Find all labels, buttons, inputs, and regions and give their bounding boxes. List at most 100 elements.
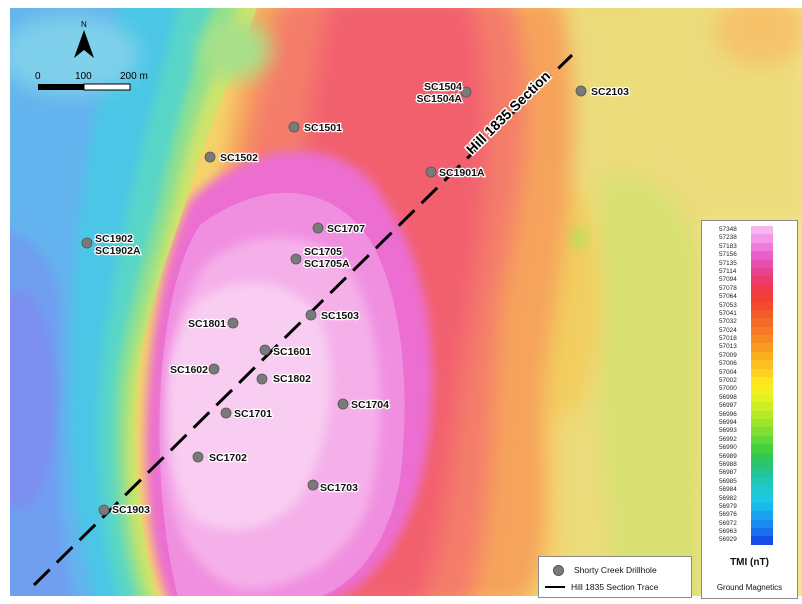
color-scale-value: 57024 [719,326,737,334]
color-scale-swatch [751,452,773,461]
drillhole-label: SC1703 [320,482,358,494]
color-scale-value: 57135 [719,259,737,267]
color-scale-row: 57013 [719,343,773,352]
color-scale-swatch [751,318,773,327]
color-scale-swatch [751,259,773,268]
color-scale-value: 57156 [719,251,737,259]
color-scale-swatch [751,393,773,403]
drillhole-label: SC1902 SC1902A [95,233,141,257]
color-scale-swatch [751,502,773,512]
color-scale-value: 57053 [719,301,737,309]
color-scale-row: 57078 [719,284,773,294]
color-scale-row: 56990 [719,444,773,453]
color-scale-row: 57041 [719,309,773,319]
drillhole-sc1704: SC1704 [337,398,390,412]
scale-bar: 0 100 200 m [35,71,148,91]
color-scale-swatch [751,242,773,252]
legend-section-label: Hill 1835 Section Trace [571,582,659,592]
color-scale-row: 56992 [719,435,773,445]
color-scale-value: 56985 [719,477,737,485]
color-scale-row: 56972 [719,519,773,529]
color-scale-swatch [751,435,773,445]
color-scale-row: 56997 [719,402,773,411]
color-scale-row: 57156 [719,251,773,260]
drillhole-sc1707: SC1707 [312,222,366,236]
color-scale-value: 56989 [719,452,737,460]
color-scale-value: 57078 [719,284,737,292]
drillhole-label: SC1601 [273,346,311,358]
color-scale-swatch [751,267,773,277]
drillhole-marker-icon [220,407,232,419]
drillhole-label: SC1901A [439,167,485,179]
drillhole-marker-icon [312,222,324,234]
color-scale-row: 56979 [719,502,773,512]
color-scale-swatch [751,402,773,411]
north-label: N [81,20,87,29]
drillhole-marker-icon [204,151,216,163]
tmi-color-scale: 57348 57238 57183 57156 57135 57114 57094 57078… [701,220,798,599]
color-scale-swatch [751,293,773,302]
color-scale-row: 56929 [719,536,773,545]
color-scale-row: 57002 [719,377,773,386]
drillhole-label: SC1701 [234,408,272,420]
scale-label-0: 0 [35,71,41,82]
drillhole-marker-icon [227,317,239,329]
drillhole-label: SC1704 [351,399,389,411]
color-scale-value: 56993 [719,427,737,435]
color-scale-value: 56997 [719,402,737,410]
drillhole-marker-icon [307,479,319,491]
drillhole-label: SC1802 [273,373,311,385]
drillhole-marker-icon [290,253,302,265]
drillhole-marker-icon [425,166,437,178]
color-scale-swatch [751,469,773,478]
color-scale-value: 57183 [719,242,737,250]
color-scale-value: 57094 [719,276,737,284]
color-scale-value: 56979 [719,502,737,510]
drillhole-sc1501: SC1501 [288,121,343,135]
drillhole-label: SC1707 [327,223,365,235]
color-scale-swatch [751,326,773,336]
scale-label-200: 200 m [120,71,148,82]
drillhole-sc1802: SC1802 [256,372,312,386]
color-scale-row: 57064 [719,293,773,302]
color-scale-row: 56984 [719,486,773,495]
color-scale-value: 56929 [719,536,737,544]
color-scale-swatch [751,460,773,470]
color-scale-value: 56976 [719,511,737,519]
drillhole-legend-icon [553,564,564,576]
drillhole-sc1701: SC1701 [220,407,273,421]
color-scale-row: 57053 [719,301,773,310]
color-scale-swatch [751,335,773,344]
section-trace-legend-icon [545,586,565,588]
color-scale-value: 57018 [719,335,737,343]
drillhole-sc1702: SC1702 [192,451,248,465]
legend-row-section: Hill 1835 Section Trace [545,580,658,594]
color-scale-swatch [751,519,773,529]
color-scale-row: 56985 [719,477,773,487]
drillhole-sc1504: SC1504 SC1504A [415,80,472,106]
drillhole-marker-icon [98,504,110,516]
section-trace-line [32,53,574,587]
drillhole-sc1601: SC1601 [259,344,312,359]
drillhole-marker-icon [305,309,317,321]
color-scale-value: 56996 [719,410,737,418]
color-scale-value: 57348 [719,226,737,233]
drillhole-sc1901a: SC1901A [425,166,486,180]
drillhole-sc1902: SC1902 SC1902A [81,232,142,258]
drillhole-marker-icon [337,398,349,410]
drillhole-label: SC1801 [188,318,226,330]
drillhole-label: SC2103 [591,86,629,98]
color-scale-row: 57018 [719,335,773,344]
color-scale-row: 57238 [719,234,773,243]
drillhole-label: SC1903 [112,504,150,516]
color-scale-swatch [751,528,773,537]
color-scale-swatch [751,494,773,503]
drillhole-sc2103: SC2103 [575,85,630,99]
color-scale-swatch [751,377,773,386]
drillhole-label: SC1702 [209,452,247,464]
color-scale-swatch [751,385,773,394]
color-scale-swatch [751,226,773,235]
drillhole-sc1703: SC1703 [307,479,359,495]
color-scale-swatch [751,511,773,520]
